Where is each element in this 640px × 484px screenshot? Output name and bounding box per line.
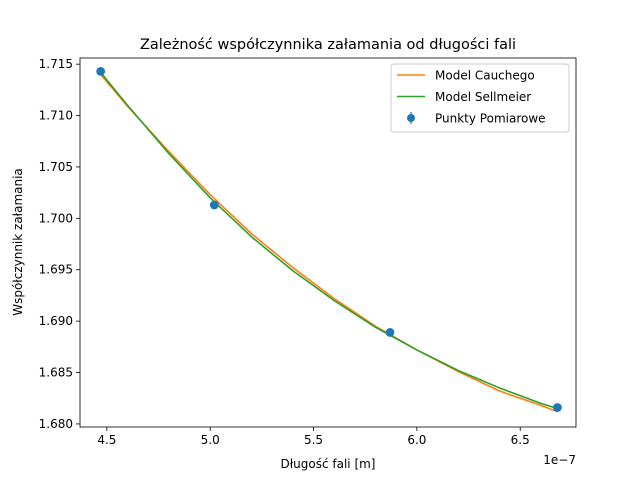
legend-box bbox=[390, 63, 570, 133]
x-tick-label: 5.5 bbox=[304, 433, 323, 447]
y-axis-ticks: 1.680 1.685 1.690 1.695 1.700 1.705 1.710 1.715 bbox=[39, 57, 80, 431]
x-axis-offset-label: 1e−7 bbox=[543, 453, 576, 467]
y-tick-label: 1.695 bbox=[39, 263, 73, 277]
x-tick-label: 5.0 bbox=[201, 433, 220, 447]
y-tick-label: 1.700 bbox=[39, 211, 73, 225]
x-axis-ticks: 4.5 5.0 5.5 6.0 6.5 bbox=[97, 427, 530, 447]
y-tick-label: 1.710 bbox=[39, 109, 73, 123]
chart-title: Zależność współczynnika załamania od dłu… bbox=[140, 37, 516, 53]
legend-label: Model Sellmeier bbox=[435, 90, 531, 104]
y-tick-label: 1.705 bbox=[39, 160, 73, 174]
data-point bbox=[553, 403, 562, 412]
plot-frame bbox=[79, 57, 577, 428]
x-axis-label: Długość fali [m] bbox=[281, 457, 376, 471]
y-tick-label: 1.680 bbox=[39, 417, 73, 431]
legend-label: Model Cauchego bbox=[435, 69, 535, 83]
x-tick-label: 6.0 bbox=[407, 433, 426, 447]
marker-layer bbox=[96, 66, 562, 412]
legend: Model Cauchego Model Sellmeier Punkty Pomi… bbox=[390, 63, 570, 133]
series-line-model-sellmeier bbox=[99, 71, 559, 410]
series-line-model-cauchego bbox=[99, 73, 559, 413]
x-tick-label: 4.5 bbox=[97, 433, 116, 447]
y-tick-label: 1.715 bbox=[39, 57, 73, 71]
data-point bbox=[385, 328, 395, 337]
x-tick-label: 6.5 bbox=[511, 433, 530, 447]
series-layer bbox=[99, 71, 559, 413]
data-point bbox=[96, 66, 106, 76]
y-tick-label: 1.685 bbox=[39, 366, 73, 380]
legend-marker-swatch bbox=[407, 114, 415, 122]
legend-label: Punkty Pomiarowe bbox=[435, 112, 546, 126]
y-axis-label: Współczynnik załamania bbox=[11, 168, 25, 316]
y-tick-label: 1.690 bbox=[39, 314, 73, 328]
data-point bbox=[209, 200, 219, 210]
